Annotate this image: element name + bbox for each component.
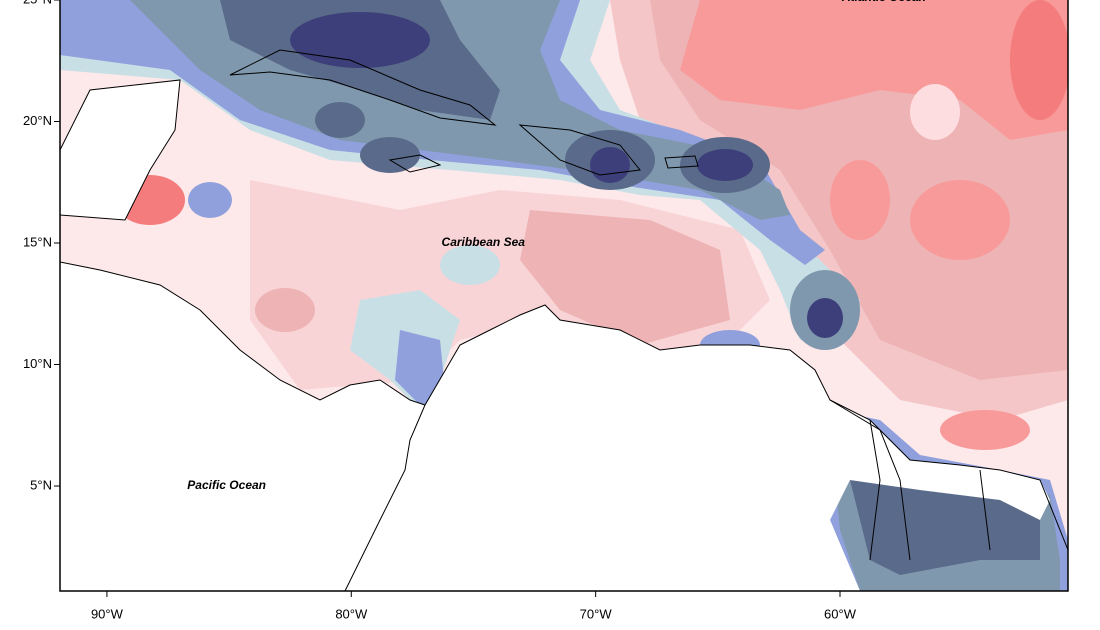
contour <box>830 160 890 240</box>
borders <box>829 399 991 561</box>
contour <box>255 288 315 332</box>
contour <box>520 210 730 345</box>
contour <box>360 137 420 173</box>
contour <box>590 147 630 183</box>
contour <box>395 330 445 410</box>
contour <box>315 102 365 138</box>
contour <box>440 245 500 285</box>
coastline <box>60 261 1068 551</box>
y-tick-label: 10°N <box>23 356 52 371</box>
contour <box>697 149 753 181</box>
y-tick-label: 5°N <box>30 477 52 492</box>
contour <box>680 0 1068 140</box>
x-tick-label: 90°W <box>91 606 124 621</box>
puerto-rico <box>664 155 699 169</box>
coastline <box>60 79 181 221</box>
y-tick-label: 25°N <box>23 0 52 6</box>
land <box>60 80 180 220</box>
x-tick-label: 70°W <box>580 606 613 621</box>
hispaniola <box>518 124 641 176</box>
contour <box>290 12 430 68</box>
x-tick-label: 80°W <box>335 606 368 621</box>
contour <box>910 180 1010 260</box>
cuba <box>229 49 497 126</box>
contour <box>807 298 843 338</box>
contour <box>1010 0 1068 120</box>
y-tick-label: 20°N <box>23 113 52 128</box>
frame <box>59 0 1069 592</box>
x-tick-label: 60°W <box>824 606 857 621</box>
field <box>60 0 1068 591</box>
land <box>60 262 1050 591</box>
contour <box>188 182 232 218</box>
jamaica <box>388 154 442 173</box>
contour <box>910 84 960 140</box>
annotation: Pacific Ocean <box>187 478 266 492</box>
annotation: Caribbean Sea <box>442 235 526 249</box>
coastline <box>344 404 426 591</box>
annotation: Atlantic Ocean <box>841 0 926 4</box>
contour <box>940 410 1030 450</box>
y-tick-label: 15°N <box>23 234 52 249</box>
contour <box>850 480 1040 575</box>
